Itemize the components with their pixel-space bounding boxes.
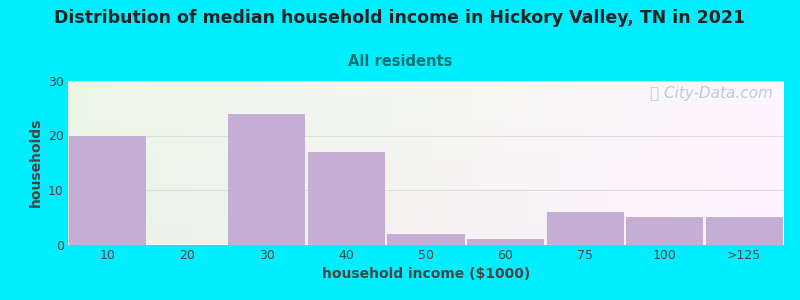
Bar xyxy=(387,234,465,244)
Bar xyxy=(69,136,146,244)
Bar xyxy=(228,114,306,244)
Text: Distribution of median household income in Hickory Valley, TN in 2021: Distribution of median household income … xyxy=(54,9,746,27)
Bar xyxy=(626,217,703,244)
Y-axis label: households: households xyxy=(29,118,42,207)
Bar xyxy=(467,239,544,244)
Bar xyxy=(706,217,783,244)
Bar xyxy=(308,152,385,244)
X-axis label: household income ($1000): household income ($1000) xyxy=(322,267,530,281)
Bar xyxy=(546,212,624,244)
Text: All residents: All residents xyxy=(348,54,452,69)
Text: Ⓢ City-Data.com: Ⓢ City-Data.com xyxy=(650,86,774,101)
